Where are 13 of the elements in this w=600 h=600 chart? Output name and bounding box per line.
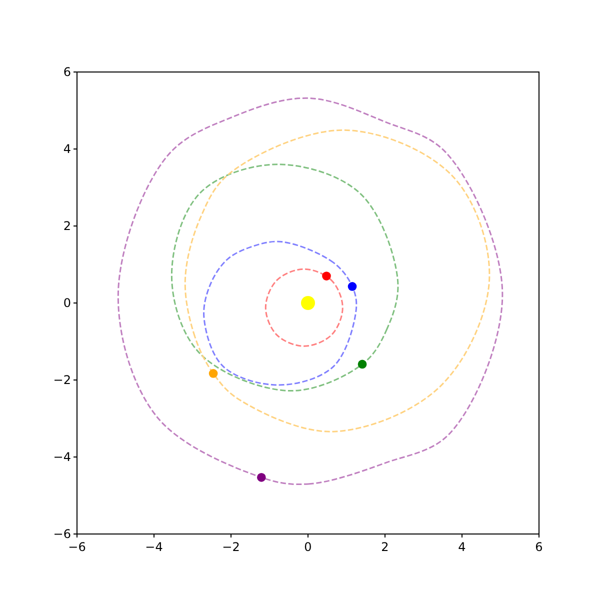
y-tick-label: 4 [63,142,71,156]
y-tick-label: −6 [53,527,71,542]
x-tick-label: 0 [304,540,312,554]
x-tick-label: 4 [458,540,466,554]
x-tick-label: −4 [145,540,163,554]
y-tick-label: −2 [53,373,71,388]
x-tick-label: 2 [381,540,389,554]
x-tick-label: 6 [535,540,543,554]
y-tick-label: 0 [63,296,71,310]
x-tick-label: −2 [222,540,240,554]
y-tick-label: 6 [63,65,71,80]
y-tick-label: −4 [53,450,71,464]
y-tick-label: 2 [63,219,71,234]
